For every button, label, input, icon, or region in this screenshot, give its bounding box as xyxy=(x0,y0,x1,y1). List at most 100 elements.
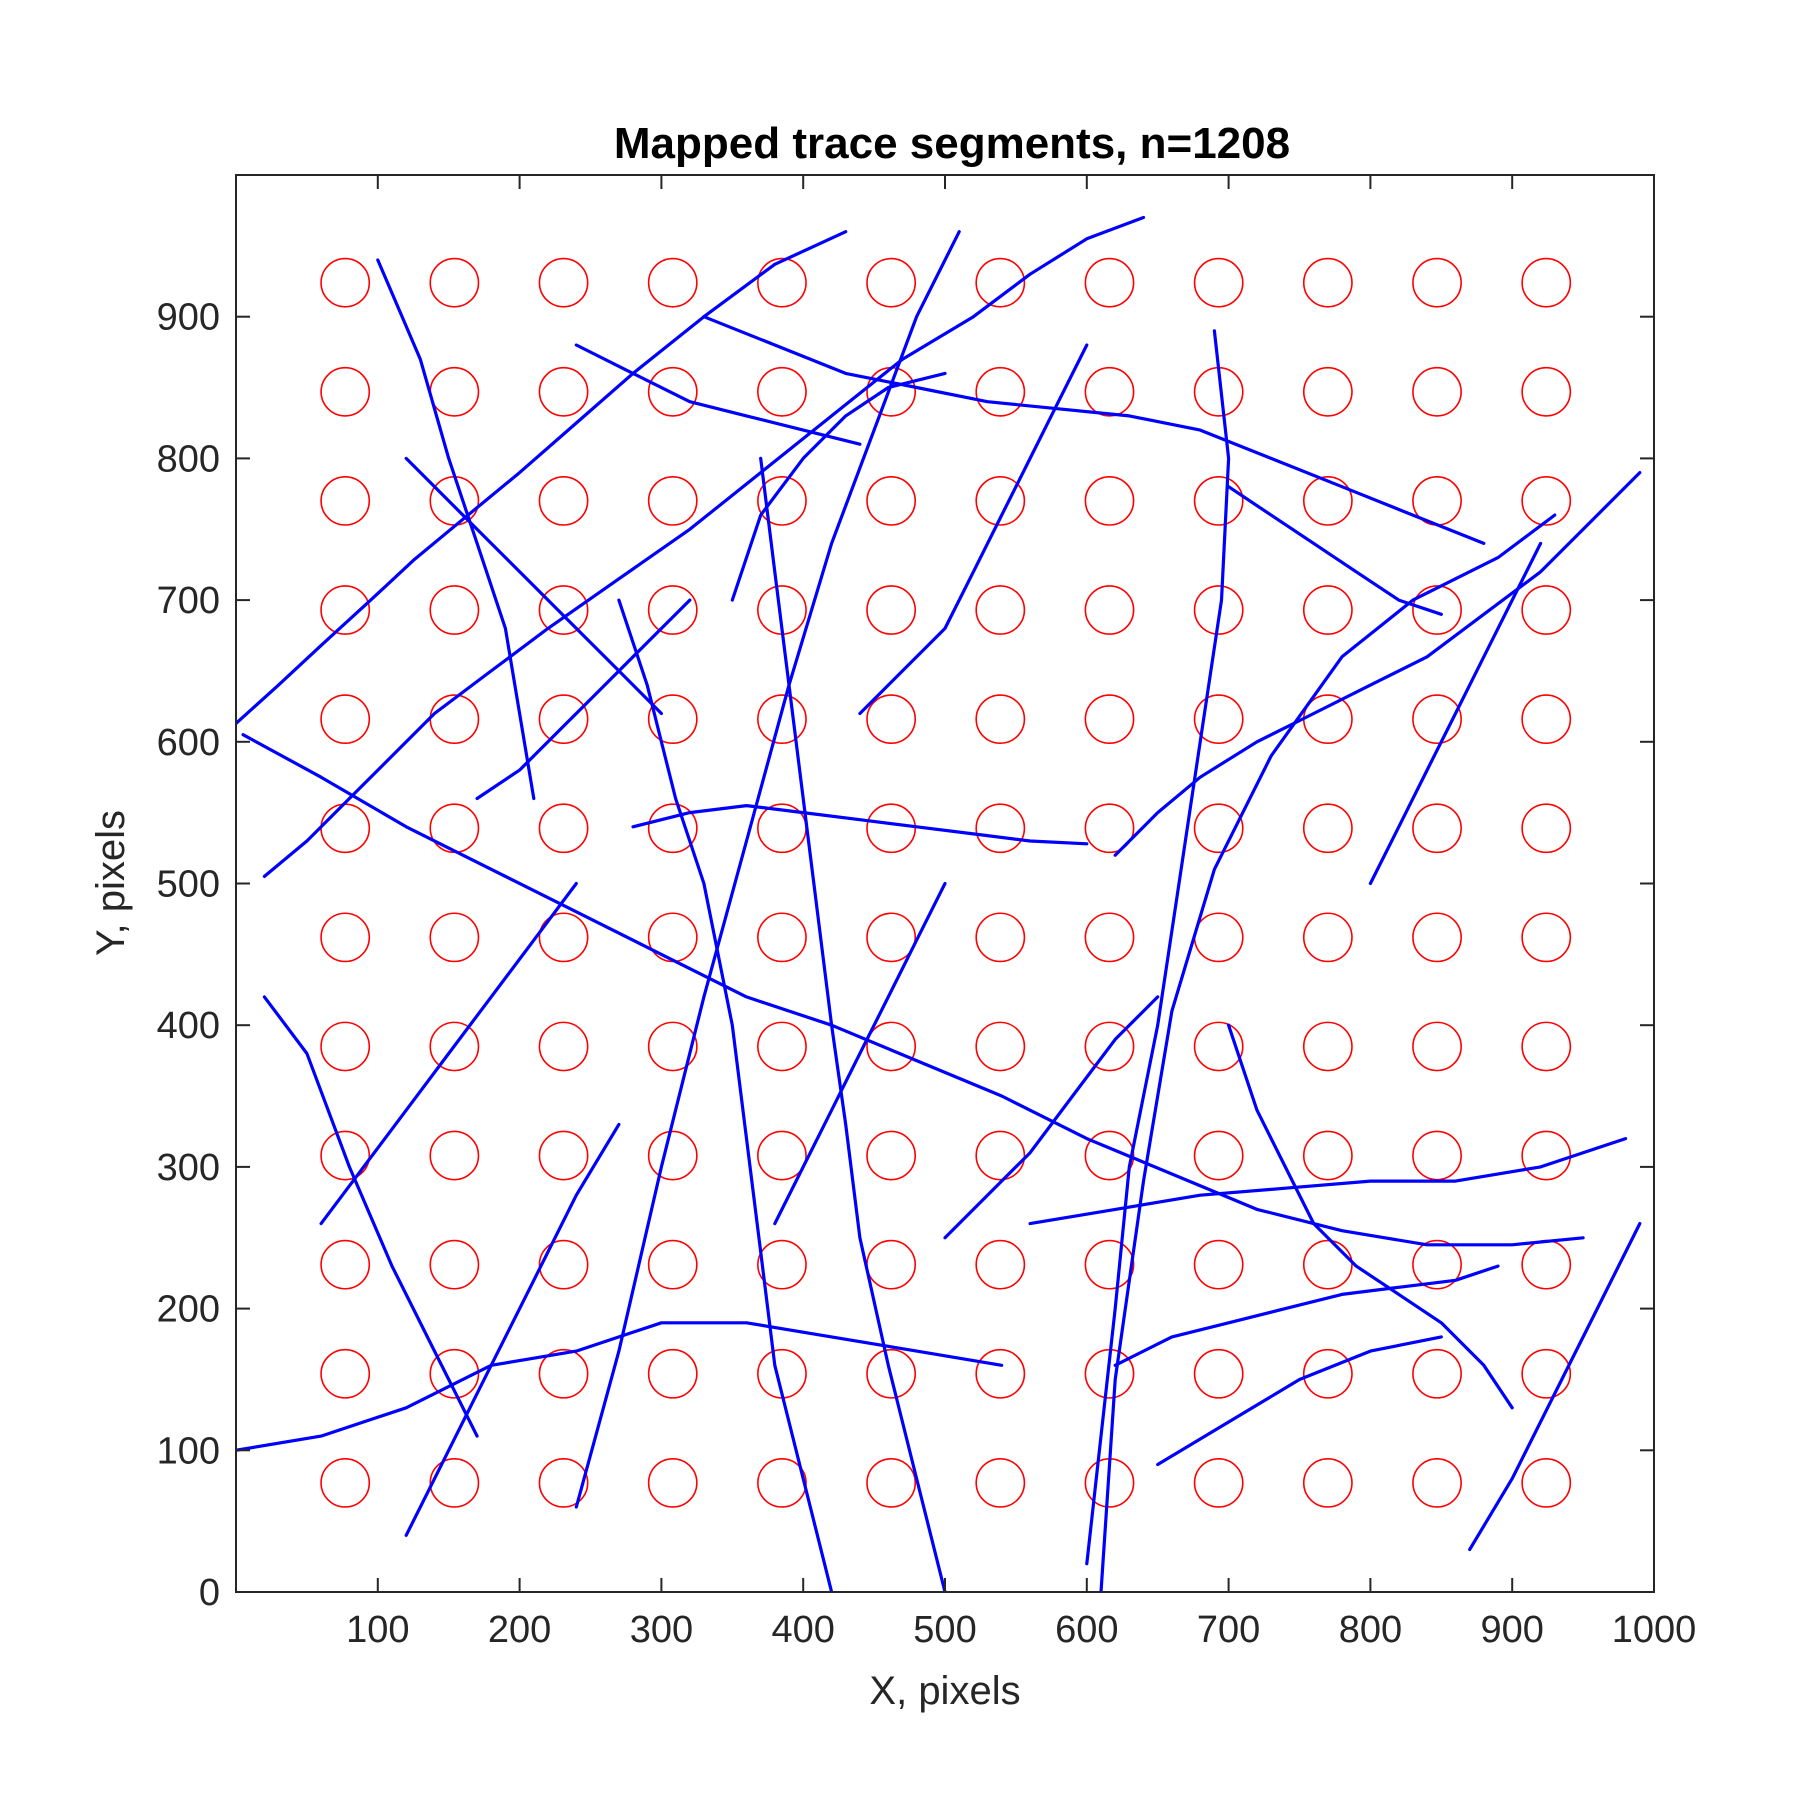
trace-segment xyxy=(773,881,947,1226)
grid-circle xyxy=(975,803,1026,854)
grid-circle xyxy=(975,366,1026,417)
grid-circle xyxy=(975,1348,1026,1399)
grid-circle xyxy=(320,912,371,963)
grid-circle xyxy=(1412,1458,1462,1508)
grid-circle xyxy=(1302,366,1353,417)
grid-circle xyxy=(1193,585,1244,635)
plot-area: 100 200 300 400 500 600 700 800 900 1000 0 100 200 30… xyxy=(157,174,1697,1651)
grid-circle xyxy=(757,1458,807,1508)
grid-circle xyxy=(1302,1130,1353,1181)
x-tick-label: 900 xyxy=(1480,1609,1543,1651)
x-tick-label: 700 xyxy=(1197,1609,1260,1651)
grid-circle xyxy=(1521,476,1572,526)
grid-circle xyxy=(1412,585,1462,635)
trace-segment xyxy=(475,598,692,801)
y-tick-label: 400 xyxy=(157,1005,220,1047)
grid-circle xyxy=(320,1130,371,1181)
grid-circle xyxy=(429,585,480,635)
x-tick-label: 100 xyxy=(346,1609,409,1651)
grid-circle xyxy=(975,476,1026,526)
grid-circle xyxy=(538,1458,589,1508)
trace-segment xyxy=(574,230,961,1509)
grid-circle xyxy=(866,1458,917,1508)
grid-circle xyxy=(647,476,698,526)
trace-segment xyxy=(1156,1335,1443,1467)
grid-circle xyxy=(1521,1348,1572,1399)
grid-circle xyxy=(538,1130,589,1181)
grid-circle xyxy=(1302,912,1353,963)
grid-circle xyxy=(1084,476,1135,526)
grid-circle xyxy=(1193,694,1244,745)
x-tick-label: 600 xyxy=(1055,1609,1118,1651)
grid-circle xyxy=(1302,1458,1353,1508)
grid-circle xyxy=(757,1021,807,1072)
trace-segment xyxy=(702,315,1486,546)
grid-circle xyxy=(1521,803,1572,854)
grid-circle xyxy=(538,694,589,745)
grid-circle xyxy=(1084,1239,1135,1290)
grid-circle xyxy=(1193,257,1244,308)
grid-circle xyxy=(647,257,698,308)
grid-circle xyxy=(1412,1021,1462,1072)
grid-circle xyxy=(866,585,917,635)
grid-circle xyxy=(647,1130,698,1181)
grid-circle xyxy=(1084,585,1135,635)
grid-circle xyxy=(1084,257,1135,308)
trace-segment xyxy=(376,258,536,801)
grid-circle xyxy=(320,476,371,526)
grid-circle xyxy=(647,585,698,635)
grid-circle xyxy=(647,366,698,417)
trace-segment xyxy=(574,343,862,446)
grid-circle xyxy=(757,1239,807,1290)
trace-segment xyxy=(759,456,947,1592)
trace-segment xyxy=(1468,1221,1642,1552)
grid-circle xyxy=(757,694,807,745)
grid-circle xyxy=(647,1458,698,1508)
grid-circle xyxy=(320,366,371,417)
grid-circle xyxy=(1302,1239,1353,1290)
grid-circle xyxy=(320,257,371,308)
grid-circle xyxy=(1193,1021,1244,1072)
grid-circle xyxy=(647,803,698,854)
grid-circle xyxy=(975,1021,1026,1072)
grid-circle xyxy=(1521,694,1572,745)
grid-circle xyxy=(1302,585,1353,635)
grid-circle xyxy=(538,585,589,635)
grid-circle xyxy=(320,1021,371,1072)
x-axis-label: X, pixels xyxy=(869,1669,1020,1713)
grid-circle xyxy=(1084,803,1135,854)
trace-segment xyxy=(1368,541,1543,886)
grid-circle xyxy=(1521,366,1572,417)
grid-circle xyxy=(1412,366,1462,417)
grid-circle xyxy=(647,1239,698,1290)
trace-segment xyxy=(1226,485,1443,616)
grid-circle xyxy=(1521,1458,1572,1508)
grid-circle xyxy=(320,1348,371,1399)
y-tick-label: 900 xyxy=(157,297,220,339)
y-tick-label: 600 xyxy=(157,722,220,764)
x-tick-label: 300 xyxy=(630,1609,693,1651)
y-tick-label: 0 xyxy=(199,1572,220,1614)
trace-segment xyxy=(236,230,848,726)
x-tick-label: 500 xyxy=(913,1609,976,1651)
y-tick-label: 100 xyxy=(157,1430,220,1472)
trace-segment xyxy=(404,1122,621,1537)
grid-circle xyxy=(647,1021,698,1072)
axis-ticks: 100 200 300 400 500 600 700 800 900 1000 0 100 200 30… xyxy=(157,175,1697,1651)
grid-circle xyxy=(429,1130,480,1181)
grid-circle xyxy=(320,694,371,745)
trace-segments xyxy=(236,215,1642,1592)
trace-segment xyxy=(1113,1264,1500,1367)
trace-segment xyxy=(730,371,947,602)
trace-segment xyxy=(236,1321,1004,1452)
grid-circle xyxy=(320,1458,371,1508)
grid-circle xyxy=(1412,912,1462,963)
grid-circle xyxy=(538,366,589,417)
x-tick-label: 1000 xyxy=(1612,1609,1697,1651)
grid-circle xyxy=(1193,1130,1244,1181)
grid-circle xyxy=(320,585,371,635)
grid-circle xyxy=(1302,257,1353,308)
trace-segment xyxy=(319,881,578,1226)
grid-circle xyxy=(1521,1021,1572,1072)
grid-circle xyxy=(538,476,589,526)
